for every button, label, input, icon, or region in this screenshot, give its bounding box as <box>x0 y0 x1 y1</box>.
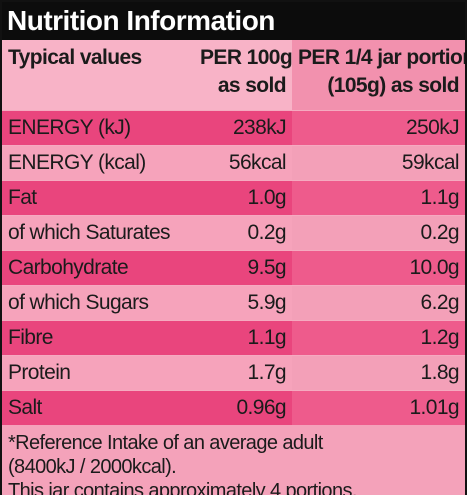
table-row: of which Sugars 5.9g 6.2g <box>2 285 465 321</box>
table-row: ENERGY (kcal) 56kcal 59kcal <box>2 145 465 181</box>
per-100g-value: 56kcal <box>194 145 292 181</box>
nutrition-title: Nutrition Information <box>2 2 465 40</box>
per-100g-value: 238kJ <box>194 110 292 146</box>
table-row: Protein 1.7g 1.8g <box>2 355 465 391</box>
portions-note: This jar contains approximately 4 portio… <box>8 480 357 495</box>
footnote: *Reference Intake of an average adult (8… <box>2 425 465 495</box>
per-100g-value: 1.7g <box>194 355 292 391</box>
per-100g-value: 5.9g <box>194 285 292 321</box>
per-portion-value: 6.2g <box>292 285 465 321</box>
header-typical-values: Typical values <box>2 40 194 111</box>
table-row: ENERGY (kJ) 238kJ 250kJ <box>2 110 465 146</box>
header-per-100g-line2: as sold <box>217 74 287 97</box>
per-portion-value: 0.2g <box>292 215 465 251</box>
header-per-portion: PER 1/4 jar portion (105g) as sold <box>292 40 465 111</box>
per-100g-value: 0.2g <box>194 215 292 251</box>
reference-intake-line1: *Reference Intake of an average adult <box>8 432 323 454</box>
nutrient-name: Carbohydrate <box>2 250 194 286</box>
table-row: Fat 1.0g 1.1g <box>2 180 465 216</box>
nutrient-name: Protein <box>2 355 194 391</box>
per-100g-value: 0.96g <box>194 390 292 425</box>
per-portion-value: 1.01g <box>292 390 465 425</box>
nutrient-name: of which Saturates <box>2 215 194 251</box>
header-per-100g: PER 100g as sold <box>194 40 292 111</box>
per-portion-value: 10.0g <box>292 250 465 286</box>
per-portion-value: 59kcal <box>292 145 465 181</box>
table-row: Salt 0.96g 1.01g <box>2 390 465 425</box>
nutrient-name: of which Sugars <box>2 285 194 321</box>
header-per-portion-line2: (105g) as sold <box>327 74 459 97</box>
per-100g-value: 1.0g <box>194 180 292 216</box>
table-row: Carbohydrate 9.5g 10.0g <box>2 250 465 286</box>
nutrient-name: ENERGY (kcal) <box>2 145 194 181</box>
nutrient-name: Fat <box>2 180 194 216</box>
nutrient-name: Salt <box>2 390 194 425</box>
header-per-100g-line1: PER 100g <box>200 46 292 69</box>
reference-intake-line2: (8400kJ / 2000kcal). <box>8 456 177 478</box>
nutrient-name: ENERGY (kJ) <box>2 110 194 146</box>
per-100g-value: 1.1g <box>194 320 292 356</box>
per-portion-value: 250kJ <box>292 110 465 146</box>
nutrient-name: Fibre <box>2 320 194 356</box>
table-row: Fibre 1.1g 1.2g <box>2 320 465 356</box>
table-row: of which Saturates 0.2g 0.2g <box>2 215 465 251</box>
per-100g-value: 9.5g <box>194 250 292 286</box>
per-portion-value: 1.1g <box>292 180 465 216</box>
header-row: Typical values PER 100g as sold PER 1/4 j… <box>2 40 465 111</box>
header-per-portion-line1: PER 1/4 jar portion <box>298 46 465 69</box>
per-portion-value: 1.2g <box>292 320 465 356</box>
nutrition-table: Typical values PER 100g as sold PER 1/4 j… <box>2 40 465 425</box>
per-portion-value: 1.8g <box>292 355 465 391</box>
